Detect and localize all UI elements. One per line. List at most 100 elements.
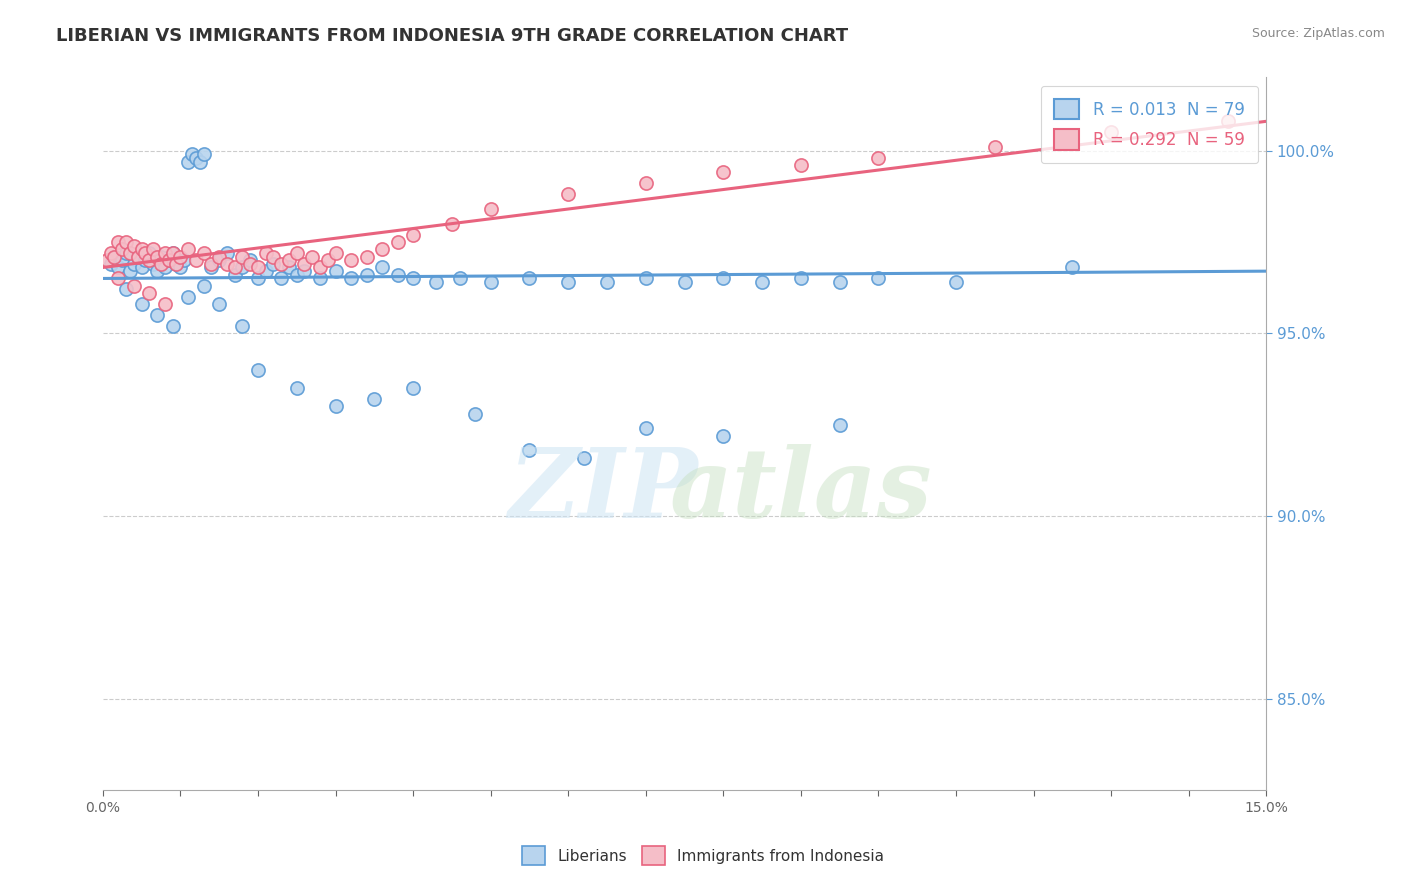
Point [153,245,176,260]
Point [146,264,169,278]
Point [440,217,463,231]
Point [131,242,153,256]
Point [402,381,425,395]
Point [246,363,269,377]
Legend: Liberians, Immigrants from Indonesia: Liberians, Immigrants from Indonesia [516,840,890,871]
Point [387,235,409,249]
Point [200,260,222,275]
Point [356,268,378,282]
Point [193,278,215,293]
Point [162,245,184,260]
Point [157,253,180,268]
Point [479,202,502,216]
Point [146,250,169,264]
Point [673,275,696,289]
Point [138,286,160,301]
Point [634,421,657,435]
Point [118,245,141,260]
Point [340,271,363,285]
Point [270,257,292,271]
Point [162,245,184,260]
Point [138,245,160,260]
Point [711,165,734,179]
Point [122,278,145,293]
Point [711,428,734,442]
Point [142,257,165,271]
Point [309,271,332,285]
Point [301,250,323,264]
Point [325,264,347,278]
Point [239,253,262,268]
Point [278,253,301,268]
Point [340,253,363,268]
Point [131,297,153,311]
Point [828,417,851,432]
Point [1216,114,1239,128]
Point [711,271,734,285]
Point [262,257,284,271]
Point [1099,125,1122,139]
Point [479,275,502,289]
Point [231,250,253,264]
Text: Source: ZipAtlas.com: Source: ZipAtlas.com [1251,27,1385,40]
Point [177,290,200,304]
Point [100,245,122,260]
Point [246,271,269,285]
Point [285,268,308,282]
Point [790,271,813,285]
Point [142,242,165,256]
Point [634,177,657,191]
Point [751,275,773,289]
Point [162,318,184,333]
Text: LIBERIAN VS IMMIGRANTS FROM INDONESIA 9TH GRADE CORRELATION CHART: LIBERIAN VS IMMIGRANTS FROM INDONESIA 9T… [56,27,848,45]
Point [153,297,176,311]
Point [262,250,284,264]
Point [464,407,486,421]
Point [309,260,332,275]
Point [294,257,316,271]
Point [254,264,277,278]
Point [115,245,138,260]
Point [169,260,191,275]
Point [149,250,172,264]
Point [224,268,246,282]
Point [828,275,851,289]
Point [984,140,1007,154]
Point [134,245,156,260]
Point [122,238,145,252]
Point [246,260,269,275]
Point [356,250,378,264]
Point [138,253,160,268]
Point [285,245,308,260]
Point [127,250,149,264]
Point [790,158,813,172]
Point [519,271,541,285]
Point [193,147,215,161]
Text: ZIP: ZIP [509,444,697,538]
Point [103,250,125,264]
Point [254,245,277,260]
Point [208,297,231,311]
Point [107,260,129,275]
Point [371,242,394,256]
Point [231,260,253,275]
Point [449,271,471,285]
Point [184,151,207,165]
Point [157,253,180,268]
Point [149,257,172,271]
Point [294,264,316,278]
Point [402,227,425,242]
Point [96,253,118,268]
Point [239,257,262,271]
Point [134,253,156,268]
Point [519,443,541,458]
Point [316,253,339,268]
Point [215,257,238,271]
Point [127,250,149,264]
Point [557,187,579,202]
Point [188,154,211,169]
Point [425,275,447,289]
Point [107,271,129,285]
Point [200,257,222,271]
Point [193,245,215,260]
